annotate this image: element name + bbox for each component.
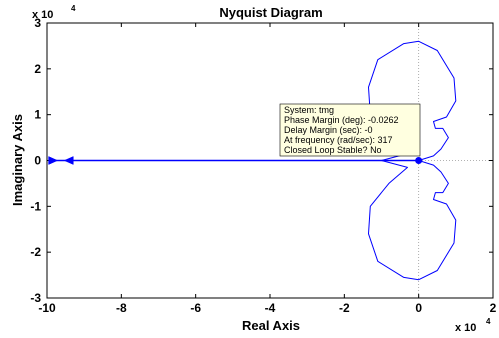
y-tick-label: 2 — [34, 62, 41, 76]
plot-area — [46, 22, 494, 299]
datatip-line-4: At frequency (rad/sec): 317 — [284, 135, 393, 145]
datatip-line-1: System: tmg — [284, 105, 334, 115]
direction-arrow — [48, 156, 59, 165]
y-tick-label: 1 — [34, 108, 41, 122]
margin-marker-layer — [415, 157, 423, 164]
y-multiplier-exponent: 4 — [71, 4, 76, 13]
y-tick-label: 3 — [34, 16, 41, 30]
margin-marker[interactable] — [415, 157, 423, 164]
datatip-box[interactable]: System: tmg Phase Margin (deg): -0.0262 … — [279, 103, 421, 157]
x-tick-label: -2 — [339, 301, 350, 315]
x-exponent-label: x 10 4 — [455, 317, 491, 334]
x-tick-label: 0 — [415, 301, 422, 315]
y-tick-labels: -3 -2 -1 0 1 2 3 — [30, 16, 41, 305]
datatip-line-5: Closed Loop Stable? No — [284, 145, 382, 155]
x-tick-label: -10 — [38, 301, 56, 315]
x-tick-label: 2 — [490, 301, 497, 315]
chart-title: Nyquist Diagram — [219, 5, 322, 20]
datatip-line-3: Delay Margin (sec): -0 — [284, 125, 373, 135]
x-tick-label: -4 — [265, 301, 276, 315]
x-axis-label: Real Axis — [242, 318, 300, 333]
y-exponent-label: x 10 4 — [32, 4, 76, 21]
datatip-background — [279, 103, 421, 157]
x-tick-label: -8 — [116, 301, 127, 315]
nyquist-curve — [48, 40, 457, 281]
y-axis-label: Imaginary Axis — [10, 114, 25, 206]
axis-ticks — [46, 22, 494, 299]
x-multiplier-exponent: 4 — [486, 317, 491, 326]
direction-arrow — [63, 156, 74, 165]
datatip-line-2: Phase Margin (deg): -0.0262 — [284, 115, 399, 125]
x-tick-label: -6 — [190, 301, 201, 315]
x-multiplier: x 10 — [455, 322, 476, 334]
y-tick-label: -2 — [30, 245, 41, 259]
nyquist-lower-branch — [368, 160, 457, 281]
y-tick-label: 0 — [34, 154, 41, 168]
y-multiplier: x 10 — [32, 9, 53, 21]
y-tick-label: -3 — [30, 291, 41, 305]
x-tick-labels: -10 -8 -6 -4 -2 0 2 — [38, 301, 496, 315]
y-tick-label: -1 — [30, 199, 41, 213]
